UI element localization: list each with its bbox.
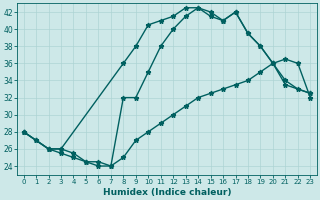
X-axis label: Humidex (Indice chaleur): Humidex (Indice chaleur): [103, 188, 231, 197]
